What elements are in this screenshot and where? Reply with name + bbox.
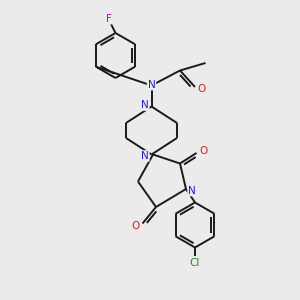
Text: F: F	[106, 14, 112, 24]
Text: N: N	[141, 100, 149, 110]
Text: O: O	[132, 221, 140, 231]
Text: O: O	[199, 146, 207, 157]
Text: N: N	[148, 80, 155, 90]
Text: Cl: Cl	[190, 257, 200, 268]
Text: N: N	[141, 151, 149, 161]
Text: N: N	[188, 185, 196, 196]
Text: O: O	[197, 83, 206, 94]
